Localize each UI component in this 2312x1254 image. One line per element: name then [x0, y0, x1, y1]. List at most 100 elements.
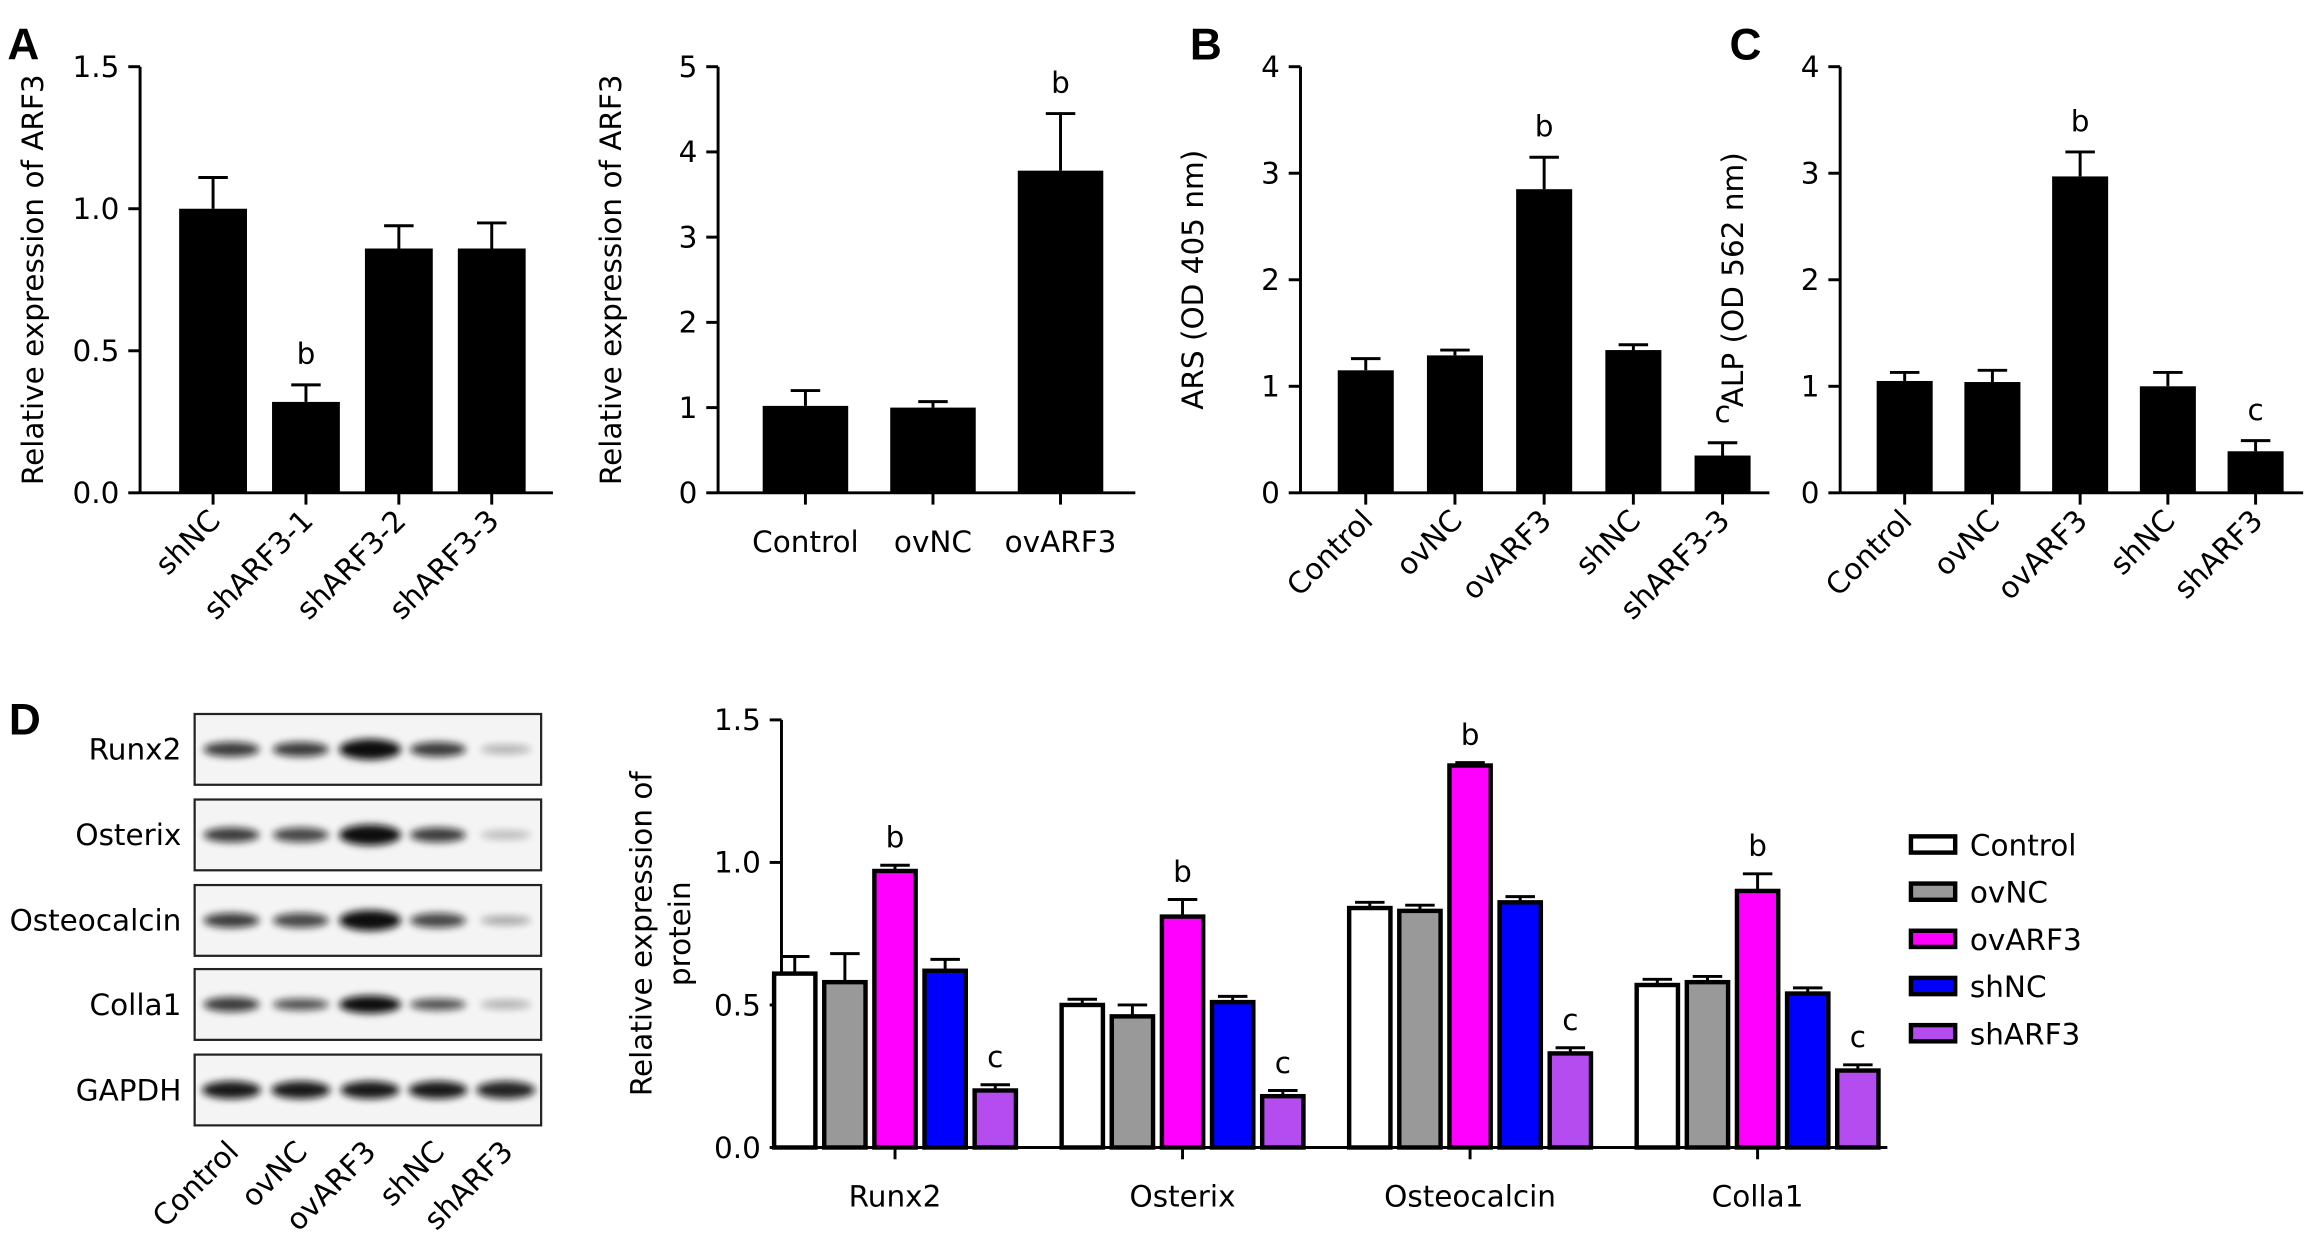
- significance-letter: b: [2071, 104, 2090, 138]
- bands: [202, 739, 536, 1099]
- blot-lane-label: Control: [146, 1134, 245, 1233]
- bar: [1209, 999, 1256, 1150]
- legend-swatch: [1908, 881, 1958, 902]
- bar: [922, 968, 969, 1150]
- bar: [1835, 1068, 1881, 1150]
- x-tick-label: Control: [1280, 503, 1379, 602]
- western-blot: D: [9, 696, 543, 1127]
- error-bar: [2065, 150, 2095, 177]
- band: [339, 739, 402, 760]
- x-tick-label: Control: [1819, 503, 1918, 602]
- panel-label: D: [9, 696, 41, 745]
- legend-swatch: [1908, 975, 1958, 997]
- bar: [822, 979, 868, 1150]
- error-bar: [2153, 370, 2183, 387]
- y-tick-label: 4: [1801, 50, 1820, 84]
- band: [480, 830, 531, 840]
- x-tick-label: ovNC: [1927, 503, 2006, 582]
- y-axis-label: Relative expression of ARF3: [16, 74, 50, 485]
- band: [202, 1081, 261, 1099]
- y-tick-label: 3: [1261, 157, 1280, 191]
- significance-letter: c: [2247, 393, 2263, 427]
- bar: [2052, 176, 2109, 493]
- error-bar: [1440, 348, 1470, 356]
- y-tick-label: 0.0: [73, 476, 120, 510]
- bar: [890, 407, 976, 493]
- x-tick-label: ovARF3: [1991, 503, 2094, 606]
- y-tick-label: 4: [1261, 50, 1280, 84]
- error-bar: [1351, 357, 1381, 371]
- y-tick-label: 1.5: [73, 50, 120, 84]
- y-tick-label: 2: [679, 306, 698, 340]
- bar: [1497, 900, 1544, 1150]
- y-axis-label: protein: [663, 881, 697, 986]
- band: [480, 744, 531, 754]
- significance-letter: b: [1461, 718, 1480, 752]
- panel-label: A: [7, 20, 39, 69]
- bar: [1017, 170, 1104, 493]
- bar: [1159, 914, 1206, 1150]
- y-axis-label: ALP (OD 562 nm): [1716, 152, 1750, 407]
- band: [409, 827, 466, 843]
- significance-letter: b: [1748, 829, 1767, 863]
- error-bar: [1889, 370, 1920, 381]
- bar: [972, 1088, 1019, 1150]
- x-tick-label: Control: [752, 525, 859, 559]
- y-axis-label: Relative expression of: [625, 771, 659, 1097]
- y-tick-label: 2: [1801, 263, 1820, 297]
- legend-label: ovNC: [1970, 876, 2048, 910]
- error-bar: [918, 400, 948, 408]
- panel-label: C: [1730, 20, 1762, 69]
- significance-letter: b: [1535, 110, 1554, 144]
- bar: [2139, 386, 2196, 493]
- bar: [1346, 905, 1393, 1150]
- bar: [1734, 888, 1781, 1150]
- x-tick-label: shNC: [149, 503, 227, 581]
- legend-swatch: [1908, 928, 1958, 950]
- band: [480, 1000, 531, 1009]
- bar: [1109, 1014, 1156, 1150]
- bar: [1876, 380, 1933, 493]
- bar: [1684, 979, 1731, 1150]
- bar: [1397, 908, 1443, 1150]
- y-tick-label: 0: [1801, 476, 1820, 510]
- y-tick-label: 0.5: [73, 334, 120, 368]
- legend-label: Control: [1970, 829, 2077, 863]
- error-bar: [1977, 368, 2008, 383]
- legend-label: ovARF3: [1970, 923, 2082, 957]
- bar: [1547, 1051, 1594, 1150]
- band: [339, 910, 402, 931]
- significance-letter: b: [886, 821, 905, 855]
- y-tick-label: 5: [679, 50, 698, 84]
- x-tick-label: ovNC: [1389, 503, 1468, 582]
- error-bar: [291, 383, 321, 402]
- significance-letter: c: [987, 1040, 1003, 1074]
- x-tick-label: Osterix: [1130, 1179, 1236, 1213]
- y-tick-label: 3: [1801, 157, 1820, 191]
- band: [203, 913, 260, 928]
- y-tick-label: 1: [679, 391, 698, 425]
- bar: [872, 868, 918, 1150]
- blot-row-label: Osteocalcin: [10, 904, 182, 938]
- bar: [364, 248, 433, 493]
- x-tick-label: shNC: [1569, 503, 1647, 581]
- band: [272, 913, 329, 928]
- significance-letter: b: [297, 337, 316, 371]
- x-tick-label: ovNC: [894, 525, 972, 559]
- error-bar: [830, 952, 860, 983]
- error-bar: [1167, 898, 1198, 917]
- bar: [2227, 451, 2284, 493]
- y-tick-label: 0.5: [714, 988, 761, 1022]
- bar: [1516, 189, 1573, 493]
- significance-letter: b: [1051, 66, 1070, 100]
- band: [409, 913, 466, 928]
- y-tick-label: 2: [1261, 263, 1280, 297]
- significance-letter: c: [1714, 395, 1730, 429]
- band: [480, 916, 531, 925]
- error-bar: [790, 389, 821, 406]
- bar: [1605, 350, 1662, 493]
- legend-label: shARF3: [1970, 1017, 2080, 1051]
- error-bar: [1529, 155, 1559, 190]
